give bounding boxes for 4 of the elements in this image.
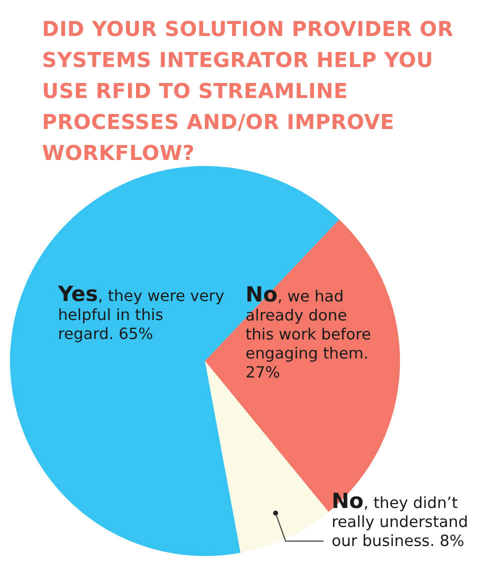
data-label: 27% bbox=[246, 364, 280, 382]
pie-slice bbox=[205, 361, 329, 553]
slice-label: Yes, they were very helpful in this regard. 65% bbox=[56, 282, 224, 343]
chart-title: DID YOUR SOLUTION PROVIDER OR SYSTEMS INTEGRATOR HELP YOU USE RFID TO STREAMLINE PROCESSES AND/OR IMPROVE WORKFLOW? bbox=[42, 16, 454, 167]
